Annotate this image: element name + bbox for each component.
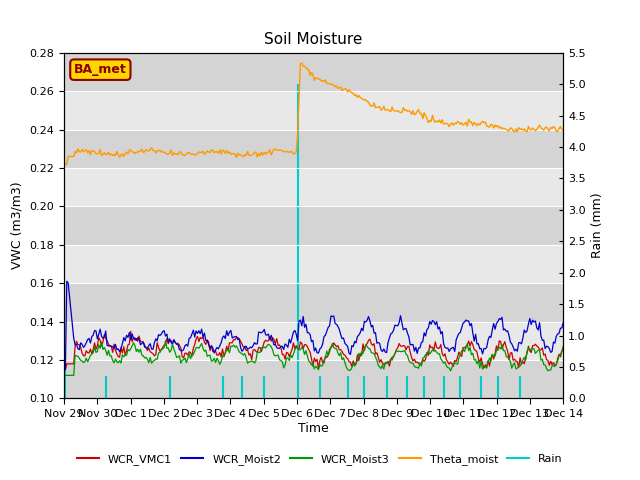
Bar [64, 322, 563, 360]
X-axis label: Time: Time [298, 421, 329, 434]
Text: BA_met: BA_met [74, 63, 127, 76]
Bar [64, 360, 563, 398]
Title: Soil Moisture: Soil Moisture [264, 33, 363, 48]
Y-axis label: VWC (m3/m3): VWC (m3/m3) [11, 182, 24, 269]
Bar [64, 91, 563, 130]
Y-axis label: Rain (mm): Rain (mm) [591, 193, 604, 258]
Legend: WCR_VMC1, WCR_Moist2, WCR_Moist3, Theta_moist, Rain: WCR_VMC1, WCR_Moist2, WCR_Moist3, Theta_… [72, 450, 568, 469]
Bar [64, 245, 563, 283]
Bar [64, 53, 563, 91]
Bar [64, 168, 563, 206]
Bar [64, 206, 563, 245]
Bar [64, 283, 563, 322]
Bar [64, 130, 563, 168]
